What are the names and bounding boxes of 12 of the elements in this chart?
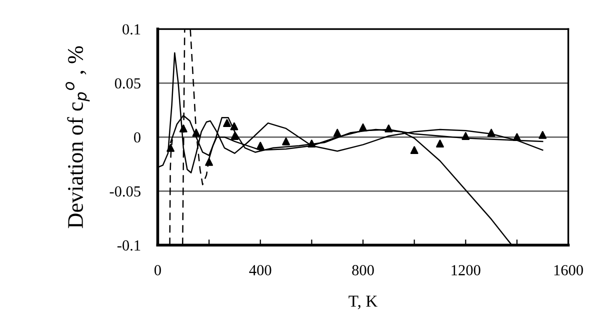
x-tick-label: 0 xyxy=(154,265,161,276)
x-tick-label: 400 xyxy=(249,265,272,276)
y-tick-label: 0.1 xyxy=(122,24,140,35)
x-tick-label: 1200 xyxy=(452,265,480,276)
y-tick-label: -0.1 xyxy=(117,240,140,251)
x-tick-label: 800 xyxy=(352,265,374,276)
x-tick-label: 1600 xyxy=(554,265,583,276)
y-tick-label: -0.05 xyxy=(110,186,140,197)
y-axis-title: Deviation of c$_{p}$$^{o}$ , % xyxy=(66,46,90,228)
y-tick-label: 0 xyxy=(134,132,140,143)
x-axis-title: T, K xyxy=(348,296,378,310)
y-tick-label: 0.05 xyxy=(114,78,140,89)
